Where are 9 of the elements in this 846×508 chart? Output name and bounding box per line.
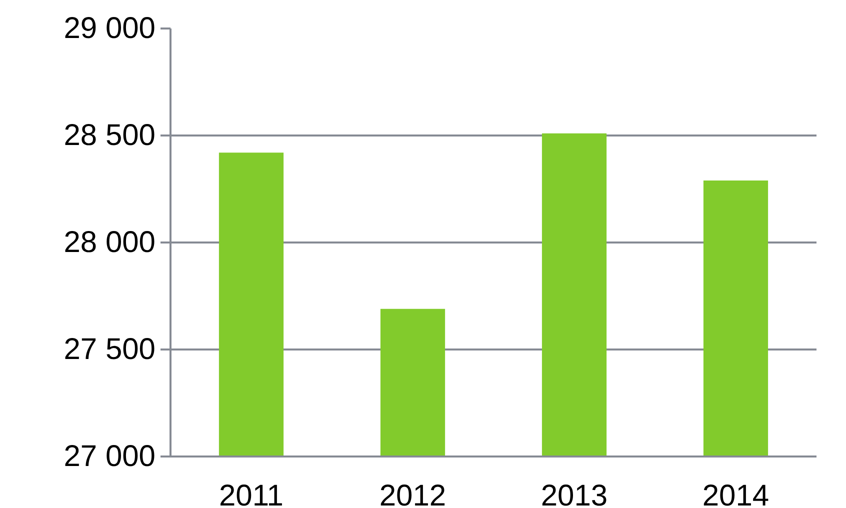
x-tick-label: 2011 — [218, 480, 284, 508]
x-tick-label: 2013 — [540, 480, 608, 508]
y-tick-label: 28 000 — [64, 226, 156, 259]
y-tick-label: 28 500 — [64, 119, 156, 152]
y-tick-label: 29 000 — [64, 12, 156, 45]
x-tick-label: 2012 — [379, 480, 446, 508]
y-tick-label: 27 000 — [64, 440, 156, 473]
x-tick-label: 2014 — [702, 480, 770, 508]
y-tick-label: 27 500 — [64, 333, 156, 366]
